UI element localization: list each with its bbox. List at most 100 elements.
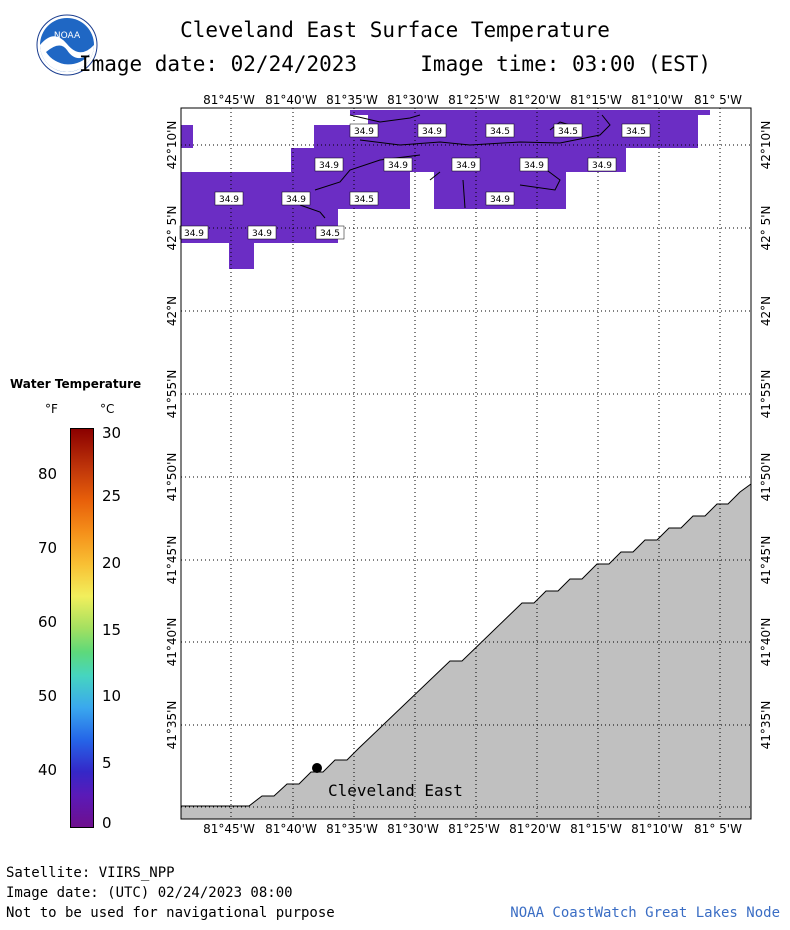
latitude-label: 41°40'N <box>165 618 179 667</box>
legend-fahrenheit-tick: 50 <box>38 687 58 705</box>
svg-text:34.5: 34.5 <box>626 127 646 137</box>
latitude-label: 41°45'N <box>759 536 773 585</box>
svg-text:34.5: 34.5 <box>490 127 510 137</box>
svg-text:34.9: 34.9 <box>456 161 476 171</box>
longitude-label: 81° 5'W <box>694 822 742 836</box>
satellite-info: Satellite: VIIRS_NPP <box>6 865 175 881</box>
legend-fahrenheit-tick: 40 <box>38 761 58 779</box>
temperature-labels: 34.9 34.9 34.5 34.5 34.5 34.9 34.9 34.9 34.9 34.9… <box>179 123 651 240</box>
svg-text:34.5: 34.5 <box>558 127 578 137</box>
temp-cell <box>229 243 254 269</box>
longitude-labels-top: 81°45'W 81°40'W 81°35'W 81°30'W 81°25'W 81°20… <box>203 93 742 107</box>
longitude-label: 81°20'W <box>509 822 561 836</box>
legend-celsius-tick: 0 <box>102 814 112 832</box>
svg-text:34.9: 34.9 <box>319 161 339 171</box>
latitude-label: 42° 5'N <box>165 206 179 251</box>
latitude-label: 42°N <box>165 296 179 326</box>
svg-text:34.9: 34.9 <box>422 127 442 137</box>
map-subtitle: Image date: 02/24/2023 Image time: 03:00… <box>78 52 712 76</box>
map-title: Cleveland East Surface Temperature <box>180 18 610 42</box>
temperature-label: 34.9 <box>281 191 311 206</box>
latitude-label: 41°35'N <box>759 701 773 750</box>
temperature-label: 34.9 <box>383 157 413 172</box>
isotherm <box>359 114 611 146</box>
map-frame <box>180 107 752 820</box>
longitude-label: 81° 5'W <box>694 93 742 107</box>
svg-text:34.9: 34.9 <box>354 127 374 137</box>
temperature-label: 34.9 <box>587 157 617 172</box>
svg-text:34.9: 34.9 <box>592 161 612 171</box>
legend-celsius-tick: 15 <box>102 621 122 639</box>
temperature-label: 34.9 <box>314 157 344 172</box>
longitude-label: 81°40'W <box>265 822 317 836</box>
longitude-label: 81°30'W <box>387 822 439 836</box>
legend-unit-fahrenheit: °F <box>45 402 58 416</box>
longitude-label: 81°25'W <box>448 93 500 107</box>
svg-text:34.9: 34.9 <box>219 195 239 205</box>
latitude-label: 42°10'N <box>165 121 179 170</box>
noaa-logo: NOAA <box>36 14 98 76</box>
legend-celsius-tick: 5 <box>102 754 112 772</box>
latitude-label: 41°55'N <box>759 370 773 419</box>
longitude-label: 81°15'W <box>570 93 622 107</box>
temp-cell <box>350 110 710 115</box>
isotherm <box>429 171 441 181</box>
latitude-label: 41°50'N <box>759 453 773 502</box>
latitude-labels-left: 42°10'N 42° 5'N 42°N 41°55'N 41°50'N 41°45'N 4… <box>165 121 179 750</box>
latitude-label: 41°50'N <box>165 453 179 502</box>
longitude-label: 81°35'W <box>326 93 378 107</box>
svg-text:34.9: 34.9 <box>388 161 408 171</box>
longitude-label: 81°20'W <box>509 93 561 107</box>
latitude-label: 41°55'N <box>165 370 179 419</box>
legend-fahrenheit-tick: 70 <box>38 539 58 557</box>
latitude-label: 42° 5'N <box>759 206 773 251</box>
svg-text:34.9: 34.9 <box>252 229 272 239</box>
longitude-label: 81°35'W <box>326 822 378 836</box>
station-label: Cleveland East <box>328 781 463 800</box>
latitude-label: 41°35'N <box>165 701 179 750</box>
legend-unit-celsius: °C <box>100 402 115 416</box>
latitude-label: 42°N <box>759 296 773 326</box>
temperature-label: 34.9 <box>519 157 549 172</box>
latitude-label: 41°40'N <box>759 618 773 667</box>
lat-lon-grid <box>181 108 751 819</box>
latitude-labels-right: 42°10'N 42° 5'N 42°N 41°55'N 41°50'N 41°45'N 4… <box>759 121 773 750</box>
longitude-label: 81°25'W <box>448 822 500 836</box>
temperature-label: 34.5 <box>315 225 345 240</box>
temperature-label: 34.5 <box>621 123 651 138</box>
temp-cell <box>181 125 193 148</box>
temperature-label: 34.5 <box>485 123 515 138</box>
temperature-color-scale <box>70 428 94 828</box>
legend-fahrenheit-tick: 60 <box>38 613 58 631</box>
longitude-label: 81°40'W <box>265 93 317 107</box>
svg-text:34.5: 34.5 <box>354 195 374 205</box>
svg-text:34.5: 34.5 <box>320 229 340 239</box>
legend-celsius-tick: 25 <box>102 487 122 505</box>
latitude-label: 42°10'N <box>759 121 773 170</box>
utc-date-info: Image date: (UTC) 02/24/2023 08:00 <box>6 885 293 901</box>
longitude-labels-bottom: 81°45'W 81°40'W 81°35'W 81°30'W 81°25'W 81°20… <box>203 822 742 836</box>
logo-text: NOAA <box>54 31 81 41</box>
temperature-label: 34.5 <box>349 191 379 206</box>
temperature-label: 34.9 <box>451 157 481 172</box>
temperature-label: 34.9 <box>179 225 209 240</box>
legend-celsius-tick: 20 <box>102 554 122 572</box>
noaa-credit: NOAA CoastWatch Great Lakes Node <box>510 905 780 921</box>
longitude-label: 81°45'W <box>203 822 255 836</box>
legend-celsius-tick: 10 <box>102 687 122 705</box>
temperature-label: 34.9 <box>349 123 379 138</box>
longitude-label: 81°45'W <box>203 93 255 107</box>
longitude-label: 81°10'W <box>631 822 683 836</box>
svg-text:34.9: 34.9 <box>524 161 544 171</box>
svg-text:34.9: 34.9 <box>490 195 510 205</box>
legend-fahrenheit-tick: 80 <box>38 465 58 483</box>
longitude-label: 81°15'W <box>570 822 622 836</box>
temperature-label: 34.5 <box>553 123 583 138</box>
temperature-label: 34.9 <box>417 123 447 138</box>
legend-title: Water Temperature <box>10 377 142 391</box>
temperature-label: 34.9 <box>214 191 244 206</box>
station-marker <box>312 763 322 773</box>
longitude-label: 81°10'W <box>631 93 683 107</box>
isotherm <box>462 179 466 209</box>
